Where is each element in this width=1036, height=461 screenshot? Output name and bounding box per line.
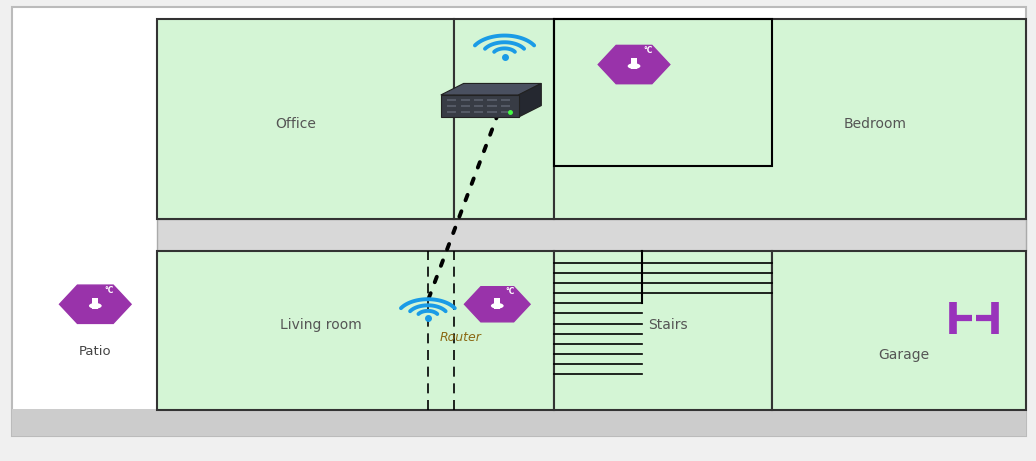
Text: Garage: Garage [877, 348, 929, 362]
Bar [501, 111, 511, 113]
Text: °C: °C [643, 46, 653, 55]
Text: Office: Office [275, 118, 316, 131]
Bar [494, 298, 500, 309]
Polygon shape [441, 83, 542, 95]
Bar [488, 111, 497, 113]
Bar [157, 19, 454, 219]
Circle shape [89, 303, 102, 309]
Polygon shape [519, 83, 542, 117]
Bar [631, 58, 637, 69]
Bar [461, 105, 470, 107]
Bar [157, 219, 1026, 251]
Text: °C: °C [506, 287, 515, 296]
Bar [474, 111, 484, 113]
Bar [554, 19, 1026, 219]
Bar [12, 409, 1026, 436]
Bar [554, 19, 772, 166]
Bar [501, 105, 511, 107]
Text: Living room: Living room [281, 318, 362, 332]
Bar [92, 298, 98, 309]
Circle shape [628, 63, 640, 69]
Polygon shape [598, 45, 670, 84]
Bar [554, 251, 772, 410]
Polygon shape [59, 285, 132, 324]
Bar [441, 95, 519, 117]
Text: Patio: Patio [79, 345, 112, 358]
Text: Bedroom: Bedroom [844, 118, 906, 131]
Bar [474, 99, 484, 101]
Polygon shape [464, 287, 530, 322]
Bar [488, 105, 497, 107]
Text: Stairs: Stairs [649, 318, 688, 332]
Bar [501, 99, 511, 101]
Bar [772, 251, 1026, 410]
Bar [157, 251, 554, 410]
Text: Router: Router [439, 331, 481, 344]
Circle shape [491, 303, 503, 309]
Bar [461, 111, 470, 113]
Text: °C: °C [105, 286, 114, 295]
Bar [488, 99, 497, 101]
Bar [448, 111, 457, 113]
Bar [454, 19, 554, 219]
Bar [474, 105, 484, 107]
Bar [461, 99, 470, 101]
Bar [448, 105, 457, 107]
Bar [448, 99, 457, 101]
